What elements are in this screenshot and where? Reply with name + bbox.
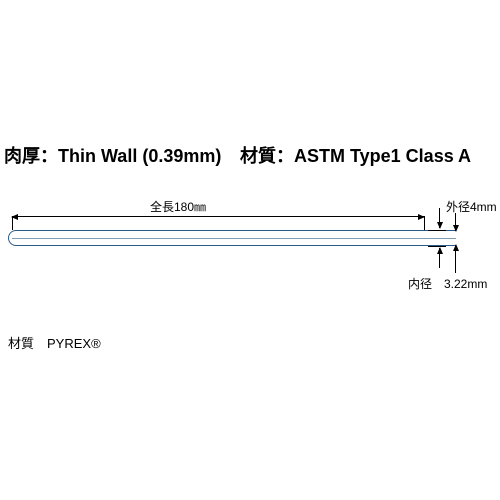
dimension-od-arrow-bot — [439, 248, 440, 268]
dimension-od-arrow-top — [439, 208, 440, 228]
tube-centerline — [12, 238, 456, 239]
inner-diameter-label: 内径 3.22mm — [408, 275, 487, 292]
dimension-length-ext-right — [424, 216, 425, 230]
dimension-od-ext-top — [428, 230, 446, 231]
dimension-length-ext-left — [12, 216, 13, 230]
diagram-canvas: 肉厚：Thin Wall (0.39mm) 材質：ASTM Type1 Clas… — [0, 0, 500, 500]
thickness-label: 肉厚： — [4, 146, 58, 166]
material-label: 材質： — [240, 146, 294, 166]
footer-material: 材質 PYREX® — [8, 333, 101, 352]
dimension-id-arrow-top — [455, 213, 456, 231]
dimension-length-line — [12, 216, 424, 217]
material-value: ASTM Type1 Class A — [294, 146, 471, 166]
header-material: 材質：ASTM Type1 Class A — [240, 142, 471, 168]
dimension-id-arrow-bot — [455, 245, 456, 273]
header-thickness: 肉厚：Thin Wall (0.39mm) — [4, 142, 221, 168]
outer-diameter-label: 外径4mm — [446, 198, 497, 215]
length-label: 全長180㎜ — [150, 198, 206, 215]
thickness-value: Thin Wall (0.39mm) — [58, 146, 221, 166]
